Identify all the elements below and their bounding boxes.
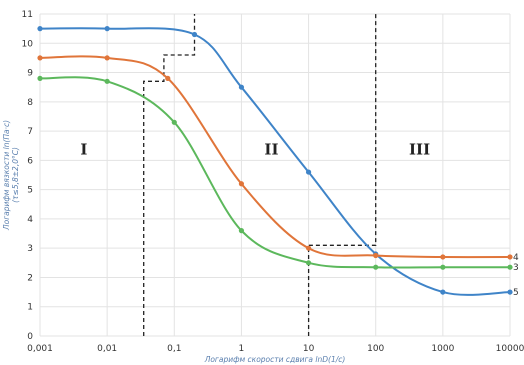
x-tick-label: 1 [239,344,245,354]
series-line-4 [39,55,511,259]
region-label: III [409,141,430,159]
boundary-line [307,14,377,336]
y-tick-label: 10 [22,39,34,49]
series-point-3 [171,119,177,125]
x-tick-label: 10 [303,344,315,354]
y-tick-label: 4 [27,215,33,225]
region-labels: I II III [80,141,430,159]
series-point-3 [373,264,379,270]
series-point-3 [238,228,245,234]
series-label-4: 4 [513,253,519,263]
series-point-3 [37,75,43,81]
y-tick-labels: 0 1 2 3 4 5 6 7 8 9 10 11 [22,10,34,342]
y-axis-label-line: (τ≤5,8±2,0°C) [11,147,20,203]
x-tick-label: 10000 [496,344,524,354]
series-point-4 [238,181,245,187]
x-axis-label: Логарифм скорости сдвига lnD(1/c) [204,355,346,364]
y-axis-label-line: Логарифм вязкости ln(Па·с) [2,120,11,231]
series-point-5 [238,84,245,90]
series-point-4 [104,55,110,61]
series-line-3 [39,76,510,269]
x-tick-label: 0,001 [27,344,53,354]
x-tick-label: 100 [367,344,384,354]
series-point-3 [305,260,312,266]
x-tick-labels: 0,001 0,01 0,1 1 10 100 1000 10000 [27,344,524,354]
region-label: I [80,141,87,159]
series-point-3 [440,264,446,270]
series-label-3: 3 [513,263,519,273]
series-point-4 [373,252,379,259]
y-axis-label: Логарифм вязкости ln(Па·с) (τ≤5,8±2,0°C) [2,120,20,231]
series-point-4 [165,75,171,81]
series-point-4 [37,55,43,61]
y-tick-label: 5 [27,186,33,196]
x-tick-label: 1000 [431,344,454,354]
series-line-5 [39,27,511,296]
series-point-5 [104,26,110,32]
y-tick-label: 1 [27,303,33,313]
y-tick-label: 3 [27,244,33,254]
series-point-3 [104,78,110,84]
y-tick-label: 2 [27,273,33,283]
y-tick-label: 0 [27,332,33,342]
series-point-5 [191,31,198,38]
y-tick-label: 9 [27,69,33,79]
y-tick-label: 8 [27,98,33,108]
series-label-5: 5 [513,288,519,298]
x-tick-label: 0,01 [97,344,117,354]
y-tick-label: 11 [22,10,33,20]
grid-lines [39,13,511,337]
data-series [37,26,513,296]
series-point-4 [507,254,513,260]
series-point-3 [507,264,513,270]
x-tick-label: 0,1 [167,344,181,354]
y-tick-label: 6 [27,156,33,166]
region-label: II [264,141,278,159]
boundary-line [143,14,196,336]
series-point-5 [305,169,312,175]
series-point-5 [440,289,446,295]
region-boundaries [143,14,377,336]
series-point-5 [507,289,513,295]
series-point-4 [305,245,312,251]
series-end-labels: 5 43 [513,253,519,298]
series-point-5 [37,26,43,32]
y-tick-label: 7 [27,127,33,137]
series-point-4 [440,254,446,260]
